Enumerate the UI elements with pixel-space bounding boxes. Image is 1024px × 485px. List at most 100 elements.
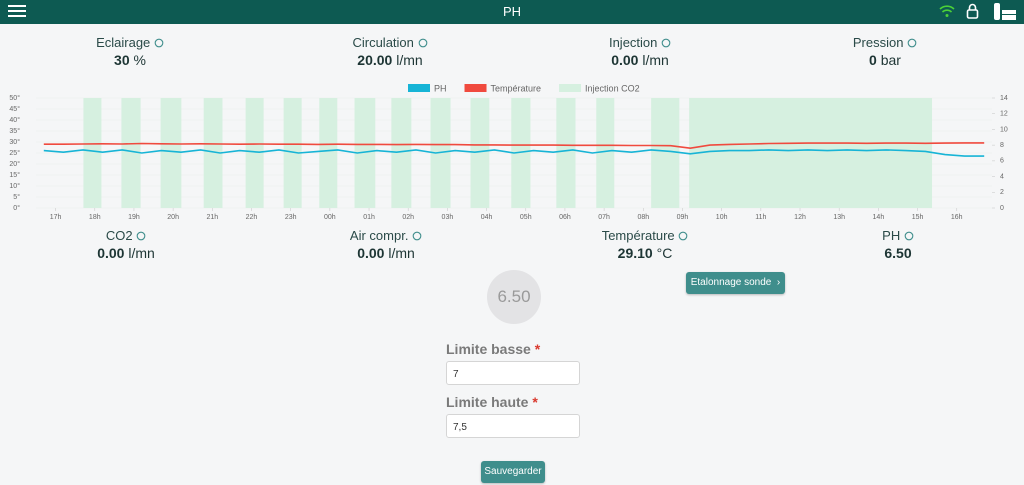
x-tick-label: 02h (402, 214, 414, 221)
unit-text: l/mn (396, 52, 423, 68)
top-bar (0, 0, 1024, 24)
x-tick-label: 13h (833, 214, 845, 221)
stat-label: Eclairage (30, 35, 230, 50)
label-text: Circulation (352, 35, 414, 50)
stat-value: 20.00 l/mn (290, 52, 490, 68)
input-low[interactable]: 7 (446, 361, 580, 385)
stat-icon (418, 38, 427, 48)
label-text: Température (601, 228, 675, 243)
unit-text: bar (880, 52, 901, 68)
x-tick-label: 18h (89, 214, 101, 221)
y-tick-label: 35° (9, 127, 20, 135)
stat-icon (154, 38, 164, 48)
y2-tick-label: 10 (1000, 126, 1008, 133)
injection-band (391, 98, 412, 208)
y2-tick-label: 8 (1000, 142, 1004, 149)
x-tick-label: 14h (873, 214, 885, 221)
stat-value: 0.00 l/mn (540, 52, 740, 68)
x-tick-label: 12h (794, 214, 806, 221)
value-text: 30 (114, 52, 130, 68)
label-text: Limite haute (446, 394, 529, 410)
stat-icon (678, 231, 688, 241)
stat: Circulation 20.00 l/mn (290, 35, 490, 68)
injection-band (203, 98, 223, 208)
label-text: Air compr. (349, 228, 409, 243)
lock-icon[interactable] (966, 3, 979, 19)
label-text: Limite basse (446, 341, 531, 357)
x-tick-label: 08h (637, 214, 649, 221)
stat-icon (412, 231, 422, 241)
injection-band (511, 98, 531, 208)
y-tick-label: 45° (9, 105, 20, 113)
unit-text: l/mn (128, 245, 155, 261)
logo (994, 3, 1016, 20)
injection-band (651, 98, 680, 208)
stat: Injection 0.00 l/mn (540, 35, 740, 68)
y-tick-label: 0° (13, 204, 20, 212)
button-label: Etalonnage sonde (690, 277, 772, 288)
y-tick-label: 15° (9, 171, 20, 179)
stat: Air compr. 0.00 l/mn (286, 228, 486, 261)
unit-text: °C (656, 245, 673, 261)
stat: Eclairage 30 % (30, 35, 230, 68)
save-button[interactable]: Sauvegarder (481, 461, 545, 483)
x-tick-label: 04h (481, 214, 493, 221)
stat: Pression 0 bar (785, 35, 985, 68)
y2-tick-label: 0 (1000, 205, 1004, 212)
label-text: Injection (608, 35, 658, 50)
injection-band (470, 98, 490, 208)
wifi-icon (939, 5, 955, 17)
y-tick-label: 30° (9, 138, 20, 146)
field-label: Limite basse * (446, 341, 540, 357)
y2-tick-label: 14 (1000, 95, 1008, 102)
y-tick-label: 20° (9, 160, 20, 168)
x-tick-label: 06h (559, 214, 571, 221)
x-tick-label: 17h (50, 214, 62, 221)
value-text: 0.00 (357, 245, 385, 261)
stat-value: 6.50 (798, 245, 998, 261)
injection-band (83, 98, 102, 208)
page-title: PH (502, 4, 522, 19)
x-tick-label: 07h (598, 214, 610, 221)
input-high[interactable]: 7,5 (446, 414, 580, 438)
stat-label: Circulation (290, 35, 490, 50)
stat: Température 29.10 °C (545, 228, 745, 261)
y-tick-label: 50° (9, 94, 20, 102)
injection-band (354, 98, 376, 208)
stat-icon (136, 231, 146, 241)
injection-band (283, 98, 302, 208)
menu-icon[interactable] (8, 4, 26, 18)
y-tick-label: 40° (9, 116, 20, 124)
value-text: 6.50 (884, 245, 912, 261)
x-tick-label: 10h (716, 214, 728, 221)
stat-icon (904, 231, 914, 241)
stat-label: Pression (785, 35, 985, 50)
x-tick-label: 11h (755, 214, 766, 221)
y-tick-label: 10° (9, 182, 20, 190)
unit-text: % (133, 52, 146, 68)
field-label: Limite haute * (446, 394, 538, 410)
injection-band (160, 98, 182, 208)
stat-label: Injection (540, 35, 740, 50)
stat: PH 6.50 (798, 228, 998, 261)
unit-text: l/mn (642, 52, 669, 68)
calibration-button[interactable]: Etalonnage sonde › (686, 272, 785, 294)
y-tick-label: 25° (9, 149, 20, 157)
x-tick-label: 23h (285, 214, 297, 221)
value-text: 29.10 (617, 245, 653, 261)
gauge: 6.50 (487, 270, 541, 324)
required-mark: * (532, 394, 538, 410)
stat-label: Température (545, 228, 745, 243)
y2-tick-label: 2 (1000, 189, 1004, 196)
label-text: Pression (852, 35, 904, 50)
x-tick-label: 21h (206, 214, 218, 221)
value-text: 20.00 (357, 52, 393, 68)
x-tick-label: 00h (324, 214, 336, 221)
stat: CO2 0.00 l/mn (26, 228, 226, 261)
legend-label: PH (434, 83, 447, 93)
stat-icon (907, 38, 917, 48)
x-tick-label: 15h (912, 214, 924, 221)
label-text: CO2 (105, 228, 133, 243)
legend-swatch (408, 84, 430, 92)
